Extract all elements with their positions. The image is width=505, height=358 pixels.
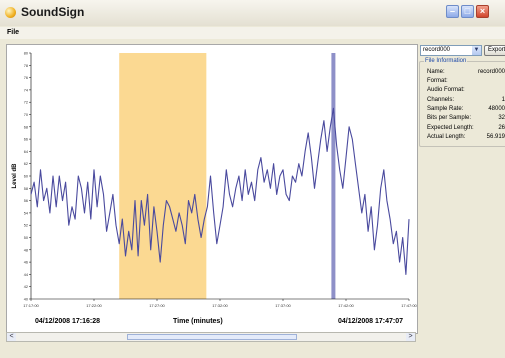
- y-tick-label: 42: [24, 285, 28, 289]
- menu-bar: File: [0, 27, 505, 39]
- end-date-label: 04/12/2008 17:47:07: [338, 318, 403, 325]
- series-line: [30, 107, 410, 275]
- y-tick-label: 78: [24, 64, 28, 68]
- field-sample-rate-value: 48000: [488, 106, 505, 112]
- marker-band: [331, 53, 336, 299]
- field-expected-length-label: Expected Length:: [427, 125, 474, 131]
- scroll-thumb[interactable]: [127, 334, 297, 340]
- window-title: SoundSign: [21, 5, 85, 19]
- field-audio-format-label: Audio Format:: [427, 87, 465, 93]
- level-chart: 40 42 44 46 48 50 52 54 56 58 60 62 64 66 68 70 72 74 76 78…: [12, 52, 417, 309]
- menu-file[interactable]: File: [7, 29, 20, 36]
- field-channels-value: 1: [501, 97, 505, 103]
- y-tick-label: 60: [24, 175, 28, 179]
- field-name-value: record000: [477, 69, 505, 75]
- field-actual-length-label: Actual Length:: [427, 134, 466, 140]
- chevron-down-icon[interactable]: ▼: [472, 46, 481, 55]
- y-tick-label: 44: [24, 273, 28, 277]
- highlight-band: [119, 53, 207, 299]
- y-tick-label: 80: [24, 52, 28, 56]
- y-tick-label: 68: [24, 125, 28, 129]
- field-actual-length-value: 56.919: [486, 134, 505, 140]
- y-tick-label: 56: [24, 199, 28, 203]
- y-tick-label: 54: [24, 211, 28, 215]
- y-tick-label: 40: [24, 298, 28, 302]
- y-tick-label: 64: [24, 150, 28, 154]
- field-name-label: Name:: [427, 69, 445, 75]
- field-expected-length-value: 26: [498, 125, 505, 131]
- field-bits-value: 32: [498, 115, 505, 121]
- y-tick-label: 66: [24, 138, 28, 142]
- y-tick-label: 46: [24, 261, 28, 265]
- x-tick-label: 17:17:00: [23, 303, 39, 308]
- maximize-icon[interactable]: □: [461, 5, 474, 18]
- y-tick-label: 74: [24, 88, 28, 92]
- file-information-title: File Information: [424, 58, 468, 64]
- y-tick-label: 50: [24, 236, 28, 240]
- x-axis-title: Time (minutes): [173, 318, 223, 325]
- y-tick-label: 72: [24, 101, 28, 105]
- field-sample-rate-label: Sample Rate:: [427, 106, 464, 112]
- x-tick-label: 17:37:00: [275, 303, 291, 308]
- y-axis-title: Level dB: [12, 163, 18, 189]
- plot-panel: 40 42 44 46 48 50 52 54 56 58 60 62 64 66 68 70 72 74 76 78…: [6, 44, 418, 334]
- title-bar: SoundSign – □ ×: [0, 0, 505, 26]
- y-tick-label: 52: [24, 224, 28, 228]
- y-tick-label: 58: [24, 187, 28, 191]
- x-tick-label: 17:22:00: [86, 303, 102, 308]
- x-tick-label: 17:27:00: [149, 303, 165, 308]
- scroll-left-icon[interactable]: <: [7, 333, 16, 341]
- scroll-right-icon[interactable]: >: [406, 333, 415, 341]
- field-bits-label: Bits per Sample:: [427, 115, 472, 121]
- y-tick-label: 48: [24, 248, 28, 252]
- start-date-label: 04/12/2008 17:16:28: [35, 318, 100, 325]
- y-tick-label: 62: [24, 162, 28, 166]
- recording-select[interactable]: record000 ▼: [420, 45, 482, 56]
- recording-select-value: record000: [423, 47, 451, 53]
- y-tick-label: 70: [24, 113, 28, 117]
- export-button[interactable]: Export: [484, 45, 505, 56]
- minimize-icon[interactable]: –: [446, 5, 459, 18]
- x-tick-label: 17:32:00: [212, 303, 228, 308]
- x-tick-label: 17:47:00: [401, 303, 417, 308]
- field-format-label: Format:: [427, 78, 448, 84]
- field-channels-label: Channels:: [427, 97, 455, 103]
- speaker-icon: [5, 7, 16, 18]
- x-tick-label: 17:42:00: [338, 303, 354, 308]
- y-tick-label: 76: [24, 76, 28, 80]
- horizontal-scrollbar[interactable]: < >: [6, 332, 416, 342]
- close-icon[interactable]: ×: [476, 5, 489, 18]
